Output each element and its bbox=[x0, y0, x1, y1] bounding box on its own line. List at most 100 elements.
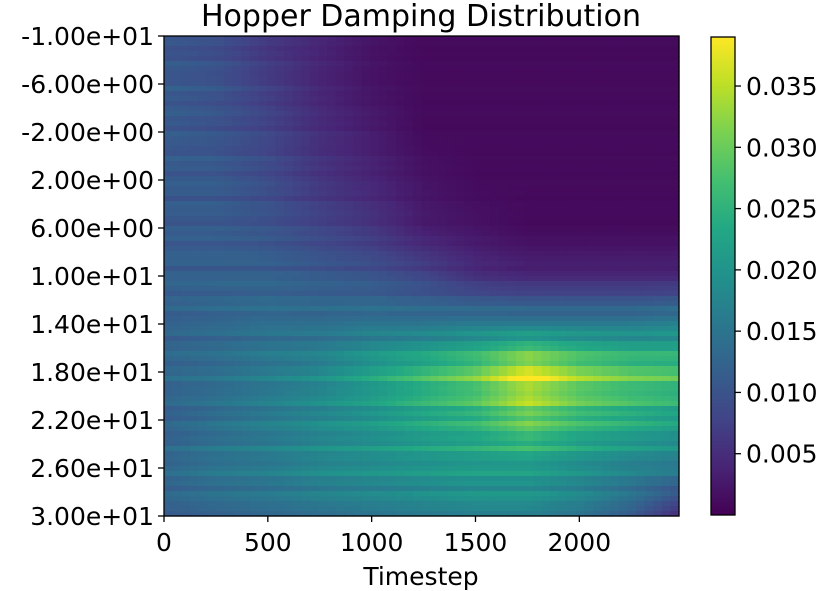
heatmap-cell bbox=[370, 441, 380, 447]
heatmap-cell bbox=[275, 116, 285, 122]
heatmap-cell bbox=[387, 401, 397, 407]
heatmap-cell bbox=[309, 336, 320, 342]
heatmap-cell bbox=[395, 431, 405, 437]
heatmap-cell bbox=[292, 46, 302, 52]
heatmap-cell bbox=[318, 201, 328, 207]
heatmap-cell bbox=[370, 206, 380, 212]
heatmap-cell bbox=[309, 346, 320, 352]
heatmap-cell bbox=[344, 411, 354, 417]
heatmap-cell bbox=[387, 266, 397, 272]
heatmap-cell bbox=[387, 356, 397, 362]
heatmap-cell bbox=[378, 166, 388, 172]
heatmap-cell bbox=[335, 56, 345, 62]
heatmap-cell bbox=[404, 121, 414, 127]
heatmap-cell bbox=[636, 396, 646, 402]
heatmap-cell bbox=[430, 311, 440, 317]
heatmap-cell bbox=[258, 271, 268, 277]
heatmap-cell bbox=[404, 141, 414, 147]
heatmap-cell bbox=[249, 291, 260, 297]
heatmap-cell bbox=[541, 91, 551, 97]
heatmap-cell bbox=[206, 326, 217, 332]
heatmap-cell bbox=[524, 341, 534, 347]
heatmap-cell bbox=[447, 366, 457, 372]
heatmap-cell bbox=[387, 311, 397, 317]
heatmap-cell bbox=[378, 311, 388, 317]
heatmap-cell bbox=[387, 61, 397, 67]
heatmap-cell bbox=[670, 201, 680, 207]
heatmap-cell bbox=[447, 106, 457, 112]
heatmap-cell bbox=[636, 136, 646, 142]
heatmap-cell bbox=[567, 281, 577, 287]
heatmap-cell bbox=[164, 186, 174, 192]
heatmap-cell bbox=[593, 341, 603, 347]
heatmap-cell bbox=[576, 36, 586, 42]
heatmap-cell bbox=[524, 416, 534, 422]
heatmap-cell bbox=[361, 46, 371, 52]
heatmap-cell bbox=[215, 441, 225, 447]
heatmap-cell bbox=[430, 231, 440, 237]
heatmap-cell bbox=[172, 71, 182, 77]
heatmap-cell bbox=[601, 81, 611, 87]
heatmap-cell bbox=[309, 126, 320, 132]
heatmap-cell bbox=[198, 341, 208, 347]
heatmap-cell bbox=[670, 226, 680, 232]
heatmap-cell bbox=[550, 146, 560, 152]
heatmap-cell bbox=[473, 131, 483, 137]
heatmap-cell bbox=[378, 376, 388, 382]
heatmap-cell bbox=[610, 61, 620, 67]
heatmap-cell bbox=[249, 356, 260, 362]
heatmap-cell bbox=[267, 186, 277, 192]
heatmap-cell bbox=[558, 196, 569, 202]
heatmap-cell bbox=[593, 436, 603, 442]
heatmap-cell bbox=[387, 351, 397, 357]
heatmap-cell bbox=[301, 156, 311, 162]
heatmap-cell bbox=[404, 431, 414, 437]
heatmap-cell bbox=[370, 246, 380, 252]
heatmap-cell bbox=[661, 406, 672, 412]
heatmap-cell bbox=[224, 81, 234, 87]
heatmap-cell bbox=[189, 116, 199, 122]
heatmap-cell bbox=[661, 51, 672, 57]
heatmap-cell bbox=[524, 391, 534, 397]
heatmap-cell bbox=[232, 256, 242, 262]
heatmap-cell bbox=[292, 101, 302, 107]
heatmap-cell bbox=[284, 116, 294, 122]
heatmap-cell bbox=[309, 256, 320, 262]
heatmap-cell bbox=[584, 251, 594, 257]
heatmap-cell bbox=[172, 116, 182, 122]
heatmap-cell bbox=[189, 351, 199, 357]
heatmap-cell bbox=[421, 211, 431, 217]
heatmap-cell bbox=[447, 311, 457, 317]
heatmap-cell bbox=[284, 56, 294, 62]
heatmap-cell bbox=[447, 301, 457, 307]
heatmap-cell bbox=[610, 236, 620, 242]
heatmap-cell bbox=[627, 106, 637, 112]
heatmap-cell bbox=[447, 231, 457, 237]
heatmap-cell bbox=[558, 426, 569, 432]
heatmap-cell bbox=[181, 351, 191, 357]
heatmap-cell bbox=[593, 381, 603, 387]
heatmap-cell bbox=[498, 231, 508, 237]
heatmap-cell bbox=[618, 221, 629, 227]
heatmap-cell bbox=[627, 91, 637, 97]
heatmap-cell bbox=[533, 91, 543, 97]
heatmap-cell bbox=[224, 106, 234, 112]
heatmap-cell bbox=[215, 236, 225, 242]
heatmap-cell bbox=[370, 286, 380, 292]
heatmap-cell bbox=[395, 61, 405, 67]
heatmap-cell bbox=[507, 86, 517, 92]
heatmap-cell bbox=[618, 111, 629, 117]
heatmap-cell bbox=[206, 446, 217, 452]
heatmap-cell bbox=[232, 151, 242, 157]
heatmap-cell bbox=[644, 226, 654, 232]
heatmap-cell bbox=[387, 201, 397, 207]
heatmap-cell bbox=[644, 271, 654, 277]
heatmap-cell bbox=[430, 241, 440, 247]
heatmap-cell bbox=[395, 101, 405, 107]
heatmap-cell bbox=[327, 186, 337, 192]
heatmap-cell bbox=[275, 281, 285, 287]
heatmap-cell bbox=[181, 426, 191, 432]
heatmap-cell bbox=[215, 431, 225, 437]
heatmap-cell bbox=[284, 176, 294, 182]
heatmap-cell bbox=[206, 76, 217, 82]
